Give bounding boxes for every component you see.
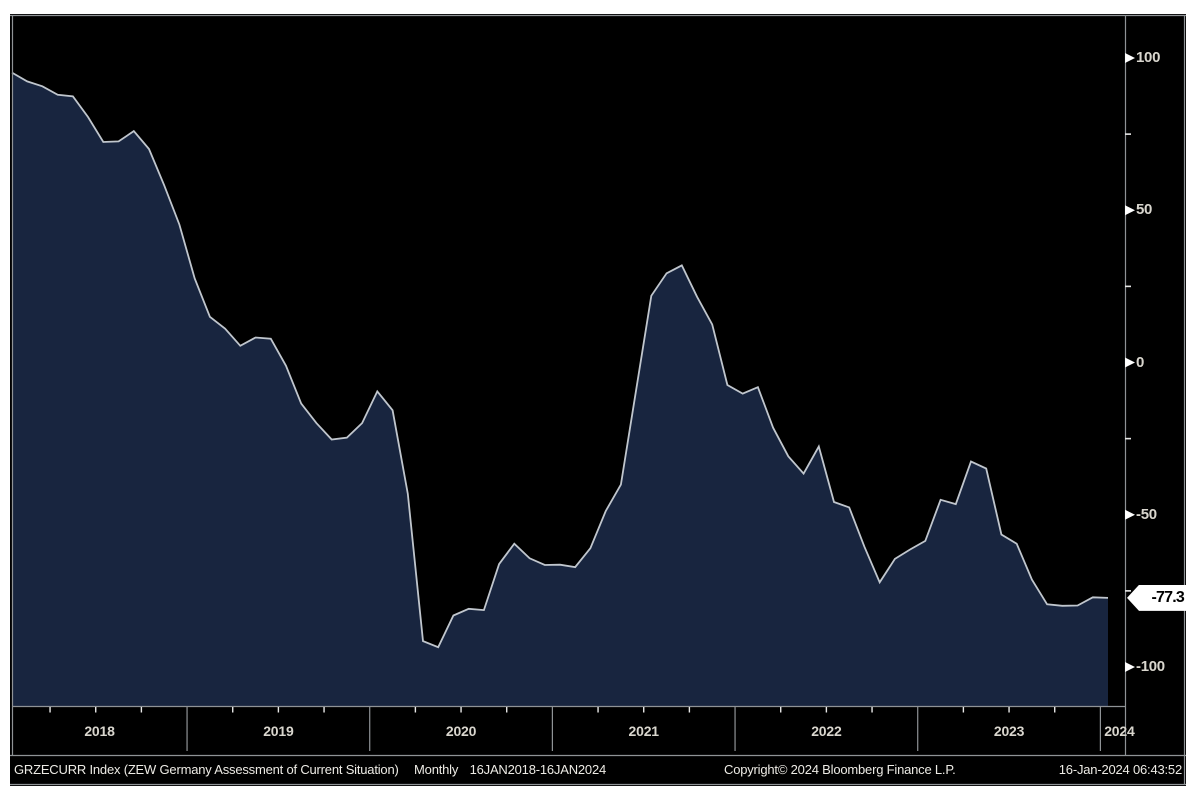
footer-periodicity: Monthly [414, 762, 459, 777]
footer-bar: GRZECURR Index (ZEW Germany Assessment o… [10, 756, 1186, 784]
footer-copyright: Copyright© 2024 Bloomberg Finance L.P. [724, 762, 956, 777]
y-axis-label: -50 [1136, 505, 1157, 523]
x-axis-year-label: 2018 [84, 723, 115, 739]
y-major-tick [1125, 205, 1135, 216]
last-price-badge: -77.3 [1127, 584, 1188, 611]
x-axis-year-label: 2021 [628, 723, 660, 739]
x-axis-year-label: 2019 [263, 723, 294, 739]
bloomberg-chart: 100 50 0 -50 -100 2018 2019 2020 2021 2022 2023 20… [10, 14, 1188, 786]
last-price-label: -77.3 [1151, 588, 1185, 606]
area-fill [12, 72, 1108, 707]
y-axis-label: 0 [1136, 353, 1145, 371]
x-axis-year-label: 2020 [445, 723, 477, 739]
x-axis-ticks [49, 707, 1101, 751]
x-axis-year-label: 2023 [993, 723, 1025, 739]
y-axis-ticks [1125, 53, 1135, 672]
x-axis-year-label: 2024 [1104, 723, 1135, 739]
y-axis-label: 50 [1136, 201, 1153, 219]
footer-timestamp: 16-Jan-2024 06:43:52 [1058, 762, 1182, 777]
x-axis-year-label: 2022 [811, 723, 842, 739]
y-axis-label: -100 [1136, 658, 1165, 675]
footer-instrument: GRZECURR Index (ZEW Germany Assessment o… [14, 762, 399, 777]
footer-left: GRZECURR Index (ZEW Germany Assessment o… [14, 756, 606, 784]
y-major-tick [1125, 53, 1135, 63]
y-major-tick [1125, 662, 1135, 672]
axis-frame [10, 14, 1186, 786]
series-line [11, 71, 1109, 649]
footer-range: 16JAN2018-16JAN2024 [469, 762, 607, 777]
y-axis-label: 100 [1136, 49, 1161, 66]
chart-canvas[interactable] [10, 14, 1186, 786]
y-major-tick [1125, 357, 1135, 368]
y-major-tick [1125, 509, 1135, 520]
